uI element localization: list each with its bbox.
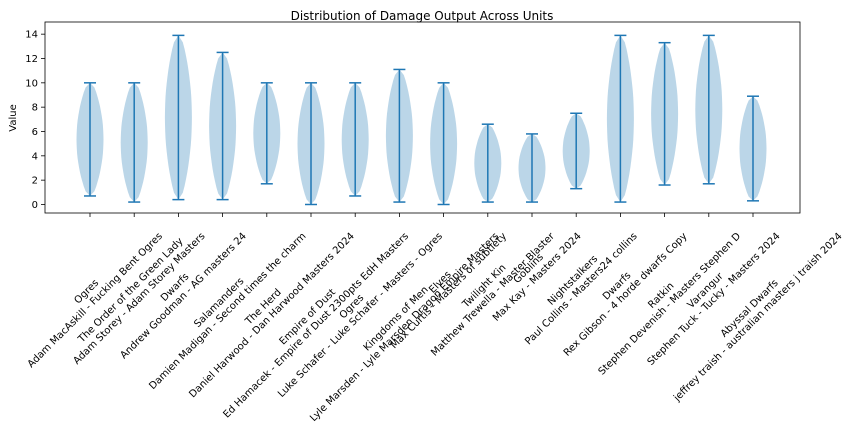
y-tick-label: 10 — [25, 78, 38, 89]
y-tick-label: 14 — [25, 30, 38, 41]
plot-frame — [44, 21, 801, 214]
chart-title: Distribution of Damage Output Across Uni… — [291, 9, 554, 23]
y-tick-label: 4 — [32, 151, 38, 162]
y-tick-label: 6 — [32, 127, 38, 138]
y-axis-label: Value — [8, 104, 19, 131]
y-tick-label: 0 — [32, 200, 38, 211]
y-tick-label: 12 — [25, 54, 38, 65]
y-tick-label: 8 — [32, 103, 38, 114]
y-tick-label: 2 — [32, 176, 38, 187]
